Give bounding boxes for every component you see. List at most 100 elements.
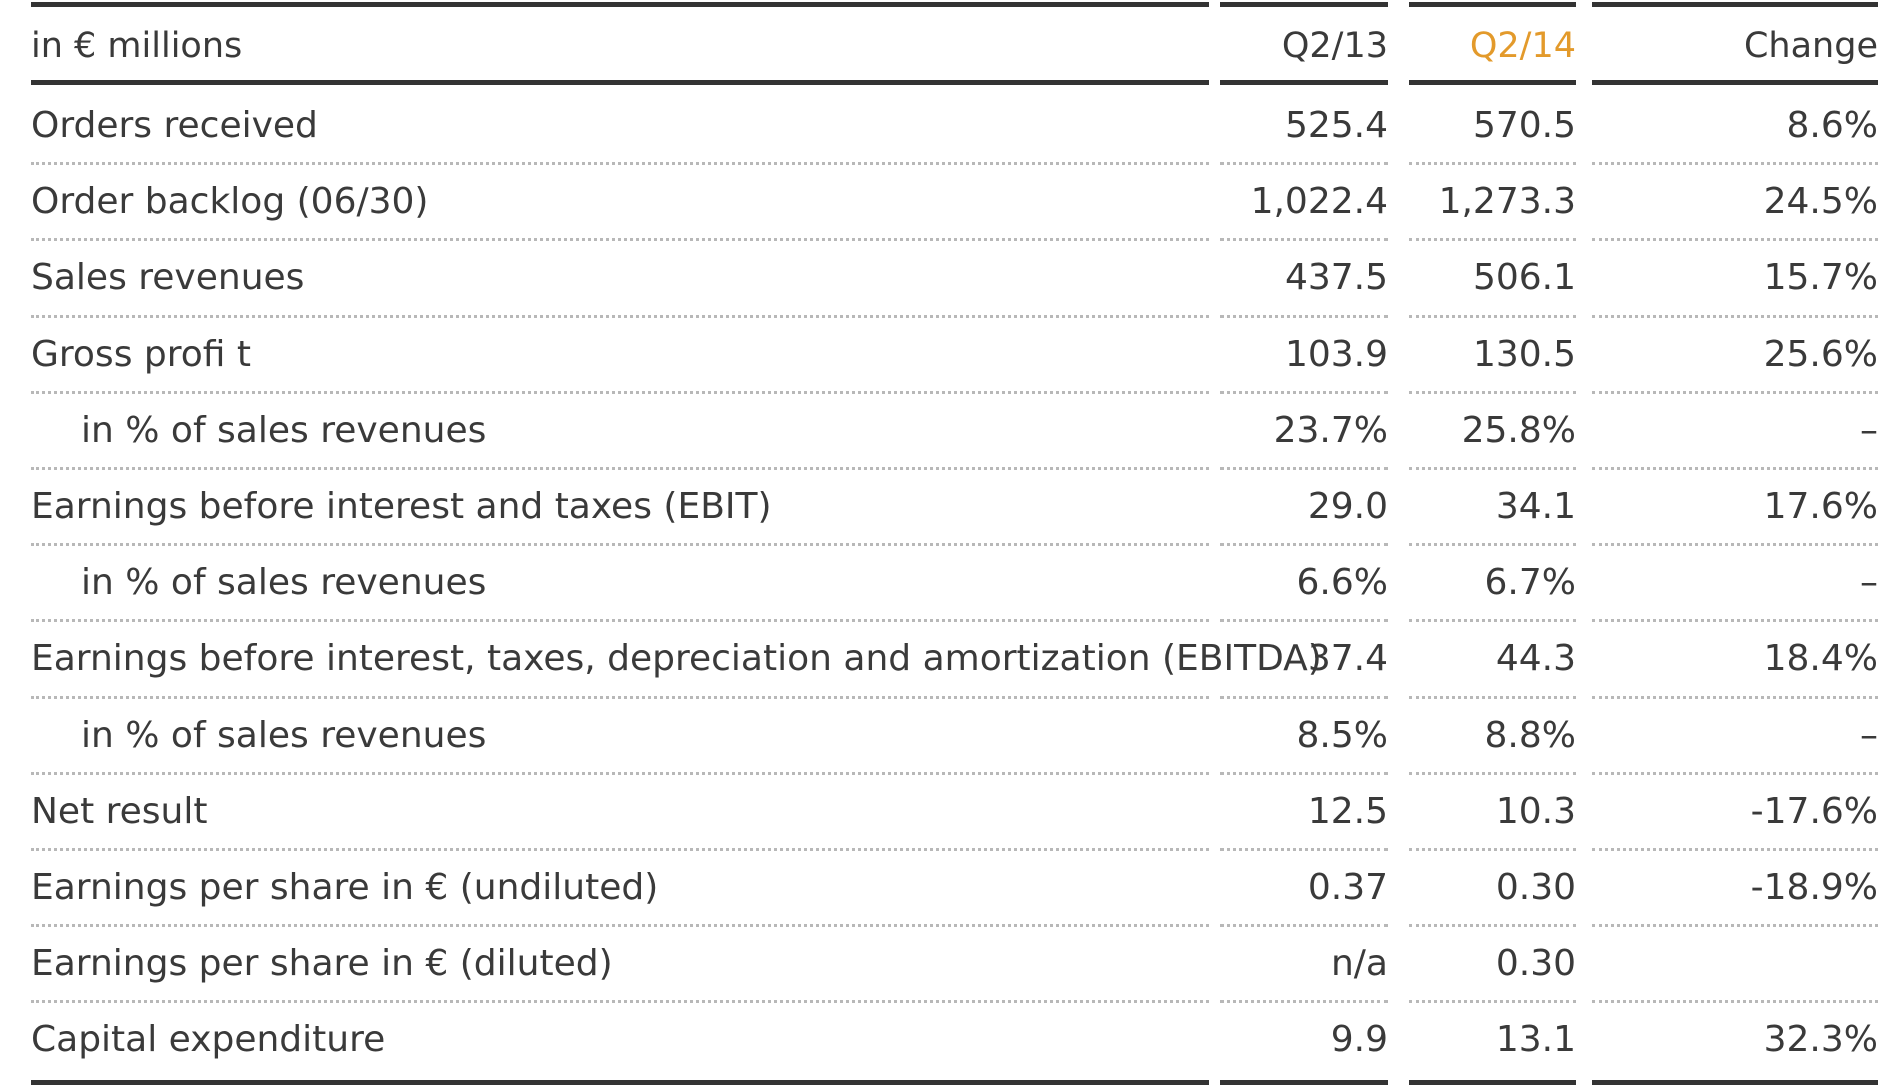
row-value-change: -17.6% bbox=[1750, 790, 1878, 832]
header-unit-label: in € millions bbox=[31, 26, 243, 66]
row-value-q213: 8.5% bbox=[1296, 714, 1388, 756]
row-separator bbox=[1592, 695, 1878, 699]
row-value-q213: 6.6% bbox=[1296, 562, 1388, 604]
row-value-q214: 8.8% bbox=[1484, 714, 1576, 756]
row-separator bbox=[1409, 695, 1576, 699]
row-label: in % of sales revenues bbox=[81, 409, 487, 451]
row-value-q214: 570.5 bbox=[1472, 105, 1576, 146]
row-separator bbox=[1220, 467, 1388, 470]
row-separator bbox=[31, 467, 1209, 470]
row-separator bbox=[31, 695, 1209, 699]
bottom-rule bbox=[1409, 1079, 1576, 1085]
row-value-change: 24.5% bbox=[1763, 181, 1878, 223]
row-separator bbox=[1220, 314, 1388, 318]
row-value-q213: 29.0 bbox=[1307, 486, 1388, 527]
bottom-rule bbox=[1592, 1079, 1878, 1085]
row-value-q213: 525.4 bbox=[1284, 105, 1388, 146]
row-value-change: 25.6% bbox=[1763, 333, 1878, 375]
row-label: in % of sales revenues bbox=[81, 562, 487, 604]
row-separator bbox=[31, 771, 1209, 775]
top-rule-label bbox=[31, 2, 1209, 7]
row-separator bbox=[1409, 771, 1576, 775]
row-value-q214: 1,273.3 bbox=[1438, 181, 1576, 223]
row-separator bbox=[1409, 314, 1576, 318]
row-value-q213: 1,022.4 bbox=[1250, 181, 1388, 223]
table-row: Net result 12.5 10.3 -17.6% bbox=[0, 774, 1900, 850]
row-value-q213: n/a bbox=[1330, 943, 1388, 985]
row-value-q214: 130.5 bbox=[1472, 333, 1576, 375]
row-separator bbox=[1220, 771, 1388, 775]
row-separator bbox=[1409, 848, 1576, 851]
row-separator bbox=[31, 848, 1209, 851]
table-row: Capital expenditure 9.9 13.1 32.3% bbox=[0, 1002, 1900, 1078]
row-separator bbox=[1592, 238, 1878, 242]
header-q214: Q2/14 bbox=[1469, 26, 1576, 66]
row-value-q214: 506.1 bbox=[1472, 257, 1576, 299]
row-label: in % of sales revenues bbox=[81, 714, 487, 756]
row-separator bbox=[1592, 924, 1878, 928]
table-row: Earnings per share in € (undiluted) 0.37… bbox=[0, 850, 1900, 926]
row-value-q213: 23.7% bbox=[1273, 409, 1388, 451]
row-separator bbox=[1220, 848, 1388, 851]
row-label: Capital expenditure bbox=[31, 1019, 386, 1061]
row-separator bbox=[1409, 1000, 1576, 1004]
row-value-q213: 37.4 bbox=[1307, 638, 1388, 680]
row-value-q214: 44.3 bbox=[1495, 638, 1576, 680]
table-row: Earnings before interest and taxes (EBIT… bbox=[0, 469, 1900, 545]
row-separator bbox=[1592, 848, 1878, 851]
table-row: Order backlog (06/30) 1,022.4 1,273.3 24… bbox=[0, 164, 1900, 240]
row-label: Earnings per share in € (undiluted) bbox=[31, 867, 659, 908]
row-value-q213: 0.37 bbox=[1307, 867, 1388, 908]
row-separator bbox=[31, 1000, 1209, 1004]
row-separator bbox=[1592, 1000, 1878, 1004]
table-row: in % of sales revenues 6.6% 6.7% – bbox=[0, 545, 1900, 621]
row-label: Sales revenues bbox=[31, 257, 305, 299]
row-value-change: – bbox=[1860, 409, 1878, 451]
row-value-change: – bbox=[1860, 562, 1878, 604]
row-value-change: – bbox=[1860, 714, 1878, 756]
row-separator bbox=[1409, 924, 1576, 928]
header-rule-q214 bbox=[1409, 80, 1576, 85]
row-separator bbox=[1220, 619, 1388, 623]
row-separator bbox=[1220, 390, 1388, 394]
table-row: in % of sales revenues 8.5% 8.8% – bbox=[0, 698, 1900, 774]
row-value-change bbox=[1592, 926, 1878, 1002]
row-separator bbox=[31, 924, 1209, 928]
row-value-change: 8.6% bbox=[1786, 105, 1878, 146]
row-separator bbox=[31, 543, 1209, 547]
bottom-rule bbox=[31, 1079, 1209, 1085]
bottom-rule bbox=[1220, 1079, 1388, 1085]
row-value-change: 32.3% bbox=[1763, 1019, 1878, 1061]
top-rule-q214 bbox=[1409, 2, 1576, 7]
header-rule-q213 bbox=[1220, 80, 1388, 85]
row-separator bbox=[31, 314, 1209, 318]
row-separator bbox=[1592, 314, 1878, 318]
row-label: Order backlog (06/30) bbox=[31, 181, 429, 223]
table-row: Earnings before interest, taxes, depreci… bbox=[0, 621, 1900, 697]
table-row: Sales revenues 437.5 506.1 15.7% bbox=[0, 240, 1900, 316]
table-row: Orders received 525.4 570.5 8.6% bbox=[0, 88, 1900, 164]
row-value-q213: 437.5 bbox=[1284, 257, 1388, 299]
row-value-q214: 34.1 bbox=[1495, 486, 1576, 527]
table-row: Earnings per share in € (diluted) n/a 0.… bbox=[0, 926, 1900, 1002]
row-separator bbox=[1592, 543, 1878, 547]
row-separator bbox=[1592, 619, 1878, 623]
row-value-q213: 12.5 bbox=[1307, 790, 1388, 832]
header-q213: Q2/13 bbox=[1281, 26, 1388, 66]
row-value-change: 15.7% bbox=[1763, 257, 1878, 299]
row-label: Earnings before interest and taxes (EBIT… bbox=[31, 486, 772, 527]
row-separator bbox=[1592, 162, 1878, 166]
row-separator bbox=[1592, 390, 1878, 394]
top-rule-q213 bbox=[1220, 2, 1388, 7]
row-label: Gross profi t bbox=[31, 333, 252, 375]
row-value-q214: 25.8% bbox=[1461, 409, 1576, 451]
row-separator bbox=[1409, 619, 1576, 623]
row-value-q214: 13.1 bbox=[1495, 1019, 1576, 1061]
row-separator bbox=[31, 162, 1209, 166]
top-rule-change bbox=[1592, 2, 1878, 7]
row-value-change: 17.6% bbox=[1763, 486, 1878, 527]
table-row: Gross profi t 103.9 130.5 25.6% bbox=[0, 317, 1900, 393]
row-separator bbox=[1220, 543, 1388, 547]
row-separator bbox=[1220, 924, 1388, 928]
row-separator bbox=[1409, 543, 1576, 547]
